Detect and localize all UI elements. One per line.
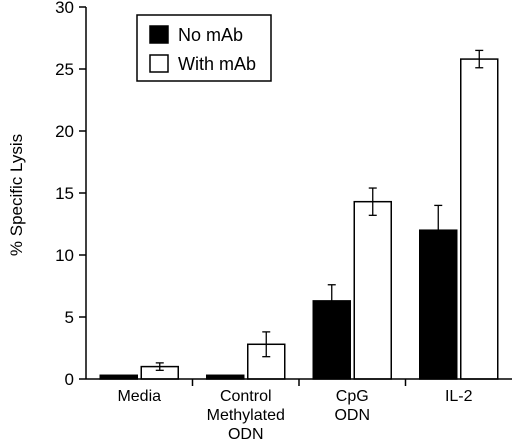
x-category-label-line: ODN <box>334 407 370 424</box>
x-category-label-line: Control <box>220 388 272 405</box>
legend-swatch-0 <box>149 25 169 44</box>
x-category-label-line: Media <box>117 388 161 405</box>
y-axis-title: % Specific Lysis <box>7 134 26 256</box>
y-tick-label: 0 <box>65 370 74 389</box>
legend-label-0: No mAb <box>178 25 243 45</box>
x-category-label-line: CpG <box>336 388 369 405</box>
legend: No mAb With mAb <box>136 14 272 82</box>
bar-with-mab-2 <box>353 200 392 380</box>
x-category-label-line: Methylated <box>207 407 285 424</box>
y-tick-label: 5 <box>65 308 74 327</box>
x-category-label-line: IL-2 <box>445 388 473 405</box>
y-tick-label: 10 <box>55 246 74 265</box>
y-tick-label: 15 <box>55 184 74 203</box>
plot-marks <box>99 49 499 380</box>
x-category-label: CpG ODN <box>334 388 370 424</box>
legend-swatch-1 <box>149 54 169 73</box>
bar-with-mab-3 <box>460 58 499 380</box>
y-tick-label: 25 <box>55 60 74 79</box>
x-category-label: Control Methylated ODN <box>207 388 285 443</box>
x-category-label: Media <box>117 388 161 405</box>
y-tick-label: 30 <box>55 0 74 17</box>
y-axis: 0 5 10 15 20 25 30 <box>55 0 87 389</box>
x-category-label: IL-2 <box>445 388 473 405</box>
x-axis: Media Control Methylated ODN CpG ODN IL-2 <box>86 378 512 443</box>
y-tick-label: 20 <box>55 122 74 141</box>
legend-label-1: With mAb <box>178 54 256 74</box>
x-category-label-line: ODN <box>228 426 264 443</box>
